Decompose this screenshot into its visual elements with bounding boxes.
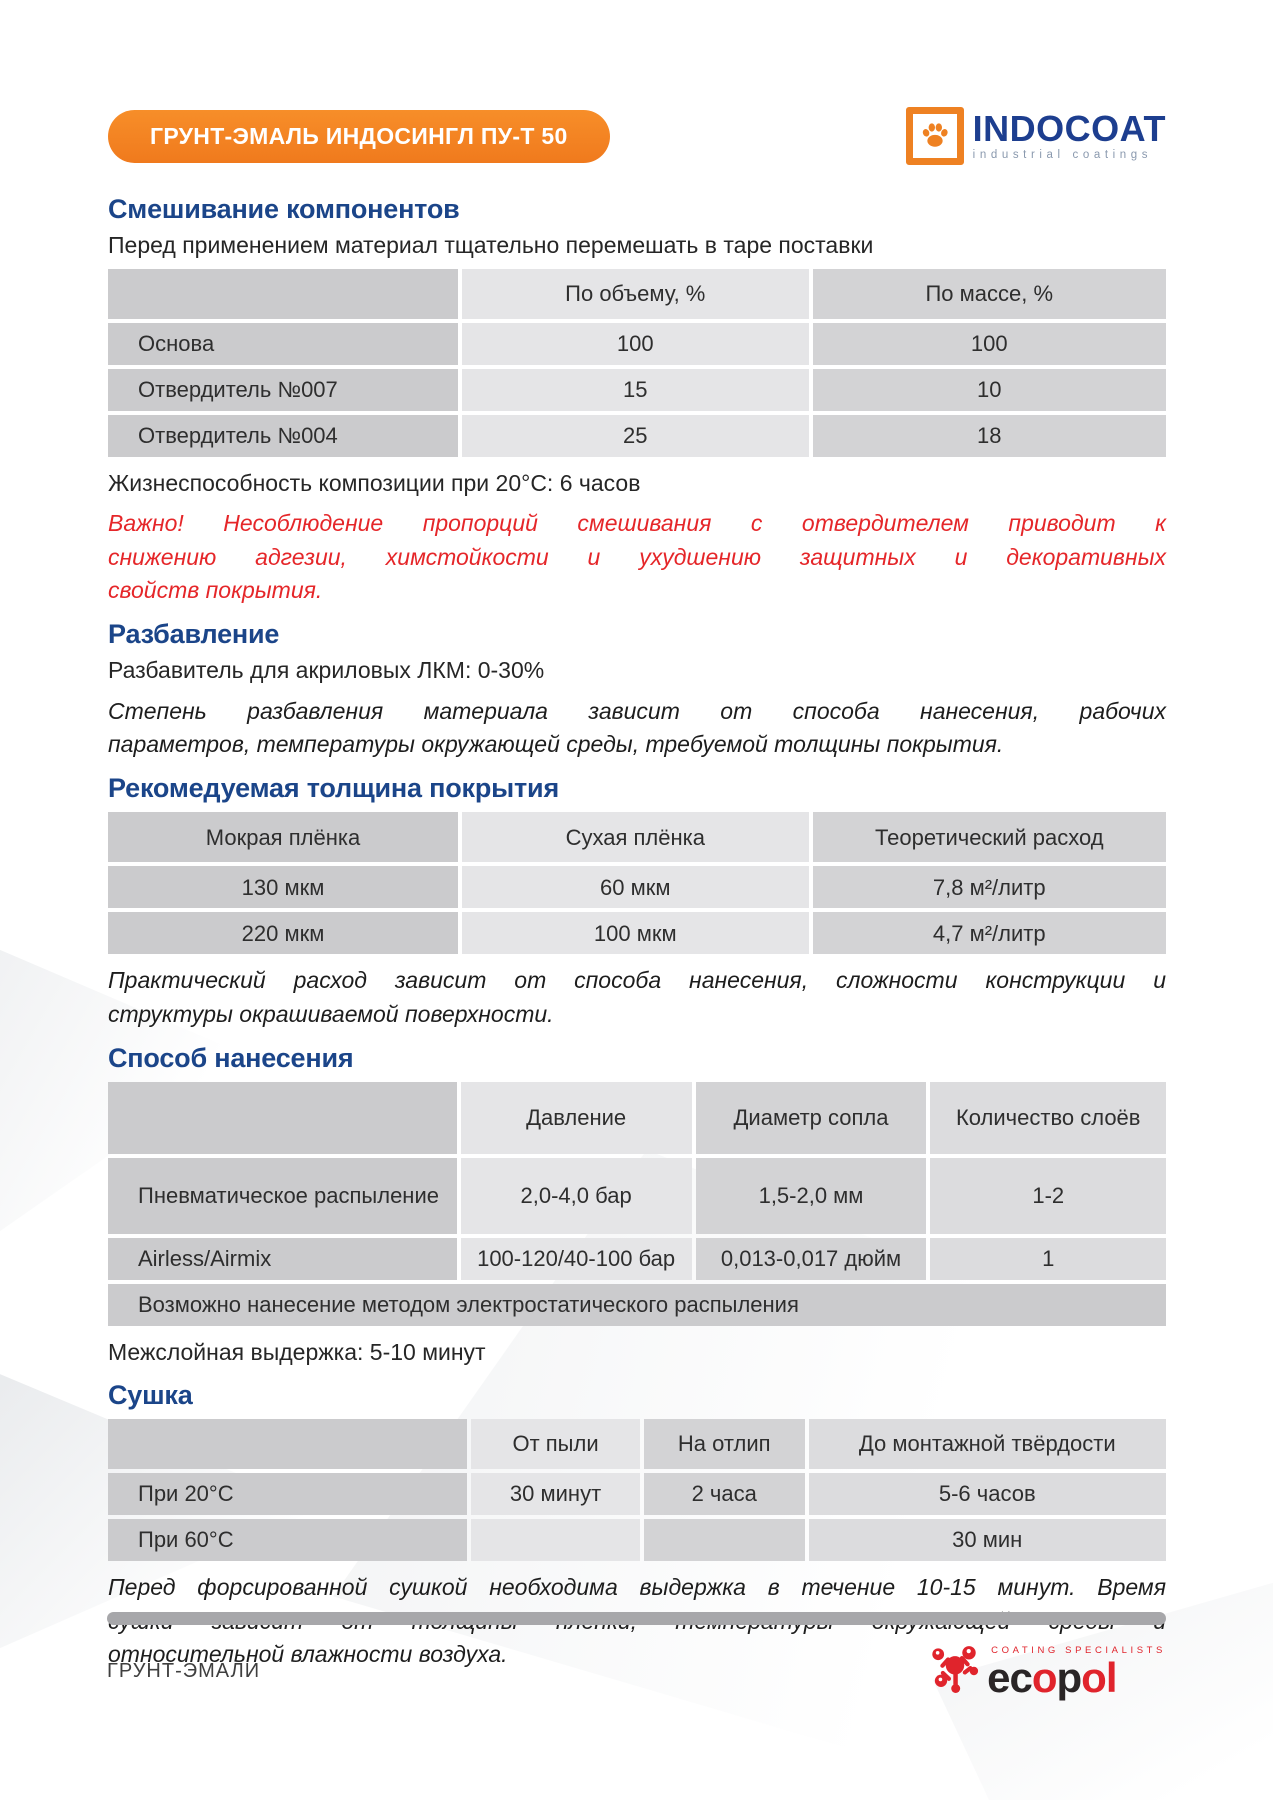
table-cell: 30 минут bbox=[471, 1473, 640, 1516]
footer-category-label: ГРУНТ-ЭМАЛИ bbox=[107, 1659, 261, 1682]
ecopol-tagline: COATING SPECIALISTS bbox=[991, 1644, 1166, 1656]
indocoat-wordmark: INDOCOAT bbox=[972, 107, 1166, 149]
thickness-header-dry: Сухая плёнка bbox=[462, 812, 809, 863]
application-table: Давление Диаметр сопла Количество слоёв … bbox=[108, 1081, 1166, 1326]
section-title-drying: Сушка bbox=[108, 1380, 193, 1411]
table-cell: 1-2 bbox=[930, 1157, 1166, 1234]
mixing-table-header-mass: По массе, % bbox=[812, 269, 1166, 320]
thickness-header-wet: Мокрая плёнка bbox=[108, 812, 458, 863]
table-cell: 1 bbox=[930, 1237, 1166, 1280]
section-title-thickness: Рекомедуемая толщина покрытия bbox=[108, 773, 559, 804]
table-cell: При 20°C bbox=[108, 1473, 468, 1516]
table-cell: 30 мин bbox=[808, 1519, 1166, 1562]
table-cell: 100 bbox=[462, 323, 809, 366]
page-footer: ГРУНТ-ЭМАЛИ bbox=[107, 1612, 1166, 1699]
table-cell: 60 мкм bbox=[462, 866, 809, 909]
pot-life-text: Жизнеспособность композиции при 20°C: 6 … bbox=[108, 470, 641, 497]
indocoat-tagline: industrial coatings bbox=[972, 148, 1153, 161]
table-cell: 10 bbox=[812, 369, 1166, 412]
paint-splat-icon bbox=[932, 1646, 979, 1693]
footer-divider bbox=[107, 1612, 1166, 1625]
table-cell bbox=[643, 1519, 805, 1562]
mixing-table-corner-cell bbox=[108, 269, 458, 320]
section-title-application: Способ нанесения bbox=[108, 1042, 354, 1073]
ecopol-logo: COATING SPECIALISTS ecopol bbox=[927, 1643, 1166, 1699]
paw-icon bbox=[905, 107, 964, 165]
table-cell: 2,0-4,0 бар bbox=[460, 1157, 692, 1234]
table-cell: 0,013-0,017 дюйм bbox=[695, 1237, 927, 1280]
thickness-table: Мокрая плёнка Сухая плёнка Теоретический… bbox=[108, 812, 1166, 955]
application-header-pressure: Давление bbox=[460, 1081, 692, 1154]
mixing-intro-text: Перед применением материал тщательно пер… bbox=[108, 232, 874, 258]
indocoat-logo-text: INDOCOAT industrial coatings bbox=[972, 107, 1166, 162]
section-title-mixing: Смешивание компонентов bbox=[108, 194, 460, 224]
application-table-corner-cell bbox=[108, 1081, 457, 1154]
application-header-layers: Количество слоёв bbox=[930, 1081, 1166, 1154]
table-cell: 130 мкм bbox=[108, 866, 458, 909]
thinning-note-text: Степень разбавления материала зависит от… bbox=[108, 697, 1166, 757]
table-cell: 100 мкм bbox=[462, 912, 809, 955]
thickness-header-consumption: Теоретический расход bbox=[812, 812, 1166, 863]
drying-table: От пыли На отлип До монтажной твёрдости … bbox=[108, 1419, 1166, 1562]
table-cell: Отвердитель №004 bbox=[108, 415, 458, 458]
section-title-thinning: Разбавление bbox=[108, 619, 280, 650]
mixing-table-header-volume: По объему, % bbox=[462, 269, 809, 320]
table-cell: 100 bbox=[812, 323, 1166, 366]
table-cell: Пневматическое распыление bbox=[108, 1157, 457, 1234]
table-cell: 5-6 часов bbox=[808, 1473, 1166, 1516]
drying-header-hard: До монтажной твёрдости bbox=[808, 1419, 1166, 1470]
drying-header-dust: От пыли bbox=[471, 1419, 640, 1470]
drying-note-text: Перед форсированной сушкой необходима вы… bbox=[108, 1574, 1166, 1667]
ecopol-wordmark: ecopol bbox=[987, 1654, 1117, 1701]
table-cell: 7,8 м²/литр bbox=[812, 866, 1166, 909]
page-header: ГРУНТ-ЭМАЛЬ ИНДОСИНГЛ ПУ-Т 50 IND bbox=[108, 106, 1166, 166]
table-cell: 15 bbox=[462, 369, 809, 412]
application-header-nozzle: Диаметр сопла bbox=[695, 1081, 927, 1154]
product-title-badge: ГРУНТ-ЭМАЛЬ ИНДОСИНГЛ ПУ-Т 50 bbox=[108, 109, 610, 163]
mixing-warning-text: Важно! Несоблюдение пропорций смешивания… bbox=[108, 510, 1166, 604]
thinner-text: Разбавитель для акриловых ЛКМ: 0-30% bbox=[108, 657, 545, 684]
table-cell: 18 bbox=[812, 415, 1166, 458]
ecopol-logo-text: COATING SPECIALISTS ecopol bbox=[987, 1644, 1166, 1701]
application-footnote-row: Возможно нанесение методом электростатич… bbox=[108, 1283, 1166, 1326]
thickness-note-text: Практический расход зависит от способа н… bbox=[108, 967, 1166, 1027]
table-cell: Основа bbox=[108, 323, 458, 366]
table-cell: 4,7 м²/литр bbox=[812, 912, 1166, 955]
table-cell: 25 bbox=[462, 415, 809, 458]
table-cell bbox=[471, 1519, 640, 1562]
table-cell: 220 мкм bbox=[108, 912, 458, 955]
table-cell: 100-120/40-100 бар bbox=[460, 1237, 692, 1280]
table-cell: 2 часа bbox=[643, 1473, 805, 1516]
drying-table-corner-cell bbox=[108, 1419, 468, 1470]
table-cell: 1,5-2,0 мм bbox=[695, 1157, 927, 1234]
mixing-table: По объему, % По массе, % Основа 100 100 … bbox=[108, 269, 1166, 458]
indocoat-logo: INDOCOAT industrial coatings bbox=[905, 107, 1166, 165]
table-cell: При 60°C bbox=[108, 1519, 468, 1562]
drying-header-touch: На отлип bbox=[643, 1419, 805, 1470]
page-content: ГРУНТ-ЭМАЛЬ ИНДОСИНГЛ ПУ-Т 50 IND bbox=[108, 106, 1166, 1667]
recoat-interval-text: Межслойная выдержка: 5-10 минут bbox=[108, 1338, 486, 1365]
table-cell: Airless/Airmix bbox=[108, 1237, 457, 1280]
table-cell: Отвердитель №007 bbox=[108, 369, 458, 412]
